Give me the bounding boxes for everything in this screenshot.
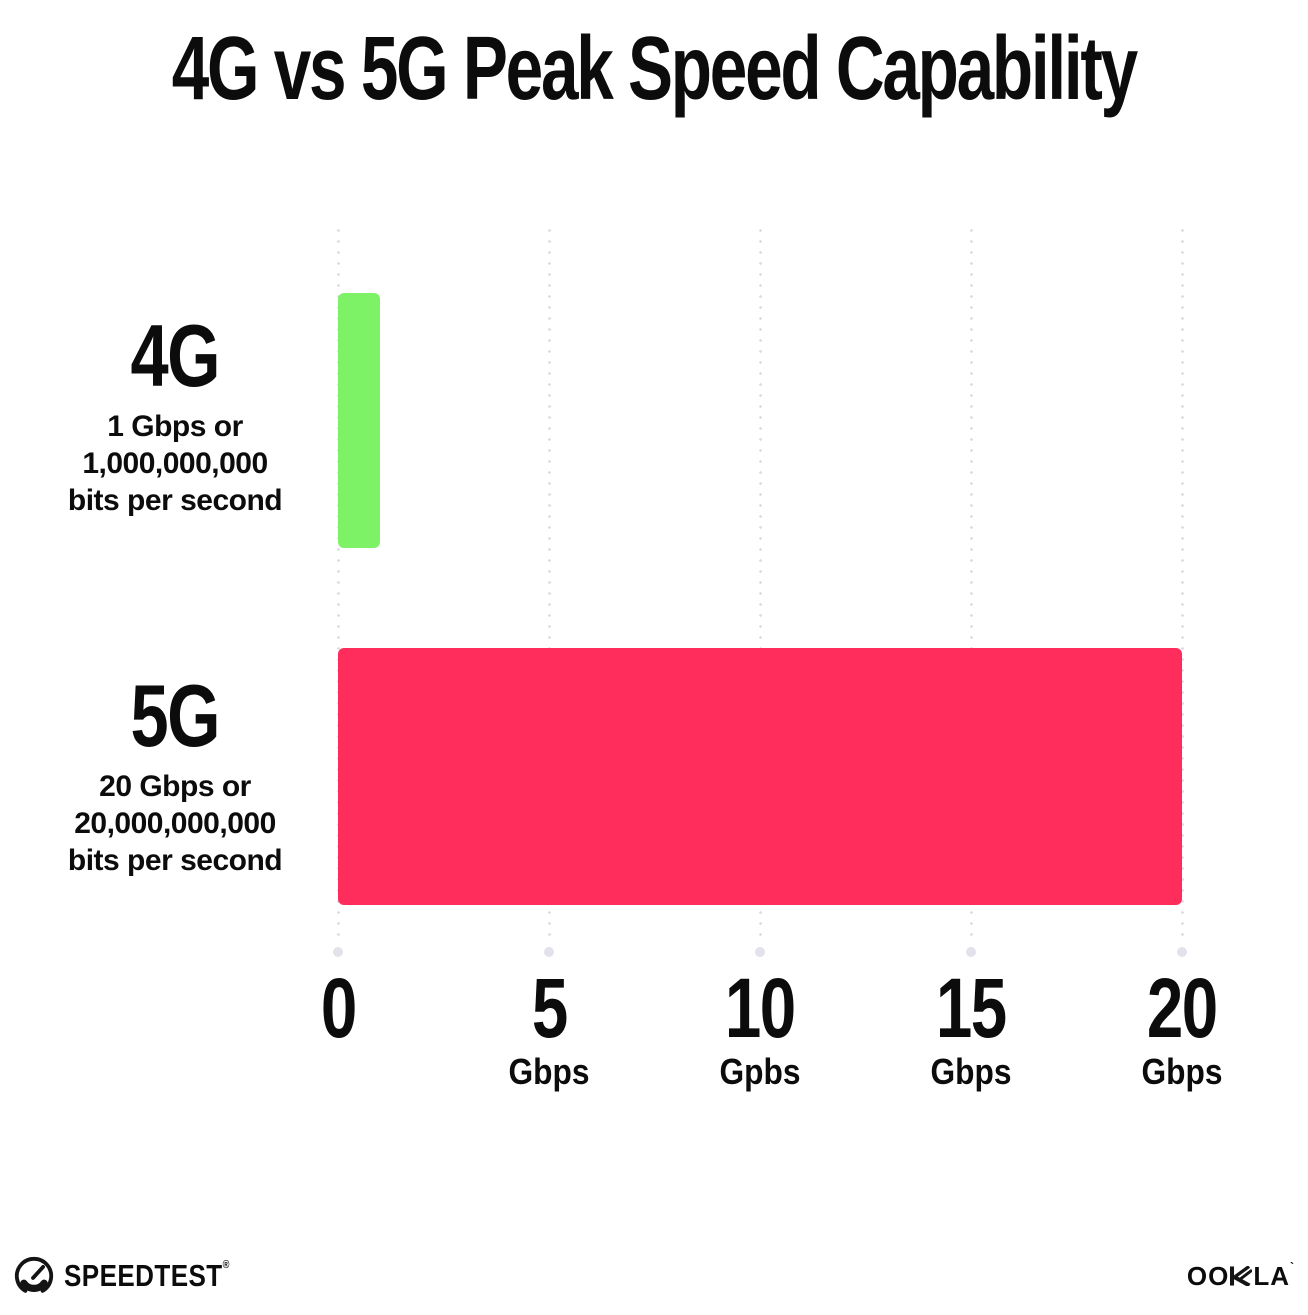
gridline-end-dot <box>544 947 554 957</box>
row-label-4g: 4G 1 Gbps or 1,000,000,000 bits per seco… <box>40 312 310 519</box>
x-tick-unit: Gbps <box>930 1051 1012 1092</box>
bar-5g <box>338 648 1182 905</box>
x-tick-unit: Gbps <box>1141 1051 1223 1092</box>
page-title: 4G vs 5G Peak Speed Capability <box>0 18 1308 121</box>
gridline-end-dot <box>333 947 343 957</box>
trademark-mark: ` <box>1290 1259 1295 1274</box>
speedtest-gauge-icon <box>14 1256 54 1293</box>
gridline-end-dot <box>966 947 976 957</box>
x-tick-number: 0 <box>320 961 357 1055</box>
row-label-5g: 5G 20 Gbps or 20,000,000,000 bits per se… <box>40 672 310 879</box>
speedtest-wordmark: SPEEDTEST® <box>64 1258 230 1293</box>
ookla-logo: OO LA ` <box>1187 1255 1295 1297</box>
x-tick-number: 10 <box>725 961 796 1055</box>
ookla-k-icon <box>1230 1266 1253 1286</box>
trademark-mark: ® <box>222 1259 230 1271</box>
x-tick-label: 20 Gbps <box>1072 966 1292 1090</box>
x-tick-label: 10 Gpbs <box>650 966 870 1090</box>
x-tick-number: 20 <box>1147 961 1218 1055</box>
category-label-5g: 5G <box>130 666 221 765</box>
x-tick-unit: Gpbs <box>719 1051 801 1092</box>
category-sublabel-5g: 20 Gbps or 20,000,000,000 bits per secon… <box>67 770 283 877</box>
gridline <box>969 225 973 941</box>
speedtest-logo: SPEEDTEST® <box>13 1253 261 1299</box>
gridline <box>336 225 340 941</box>
ookla-wordmark: OO LA ` <box>1186 1259 1295 1291</box>
gridline <box>1180 225 1184 941</box>
x-tick-label: 0 <box>228 966 448 1050</box>
x-tick-number: 5 <box>531 961 568 1055</box>
gridline-end-dot <box>1177 947 1187 957</box>
x-tick-label: 5 Gbps <box>439 966 659 1090</box>
x-tick-number: 15 <box>936 961 1007 1055</box>
bar-4g <box>338 293 381 548</box>
category-label-4g: 4G <box>130 306 221 405</box>
page-title-text: 4G vs 5G Peak Speed Capability <box>171 19 1138 119</box>
gridline <box>758 225 762 941</box>
x-tick-label: 15 Gbps <box>861 966 1081 1090</box>
gridline-end-dot <box>755 947 765 957</box>
x-tick-unit: Gbps <box>508 1051 590 1092</box>
gridline <box>547 225 551 941</box>
category-sublabel-4g: 1 Gbps or 1,000,000,000 bits per second <box>67 410 283 517</box>
